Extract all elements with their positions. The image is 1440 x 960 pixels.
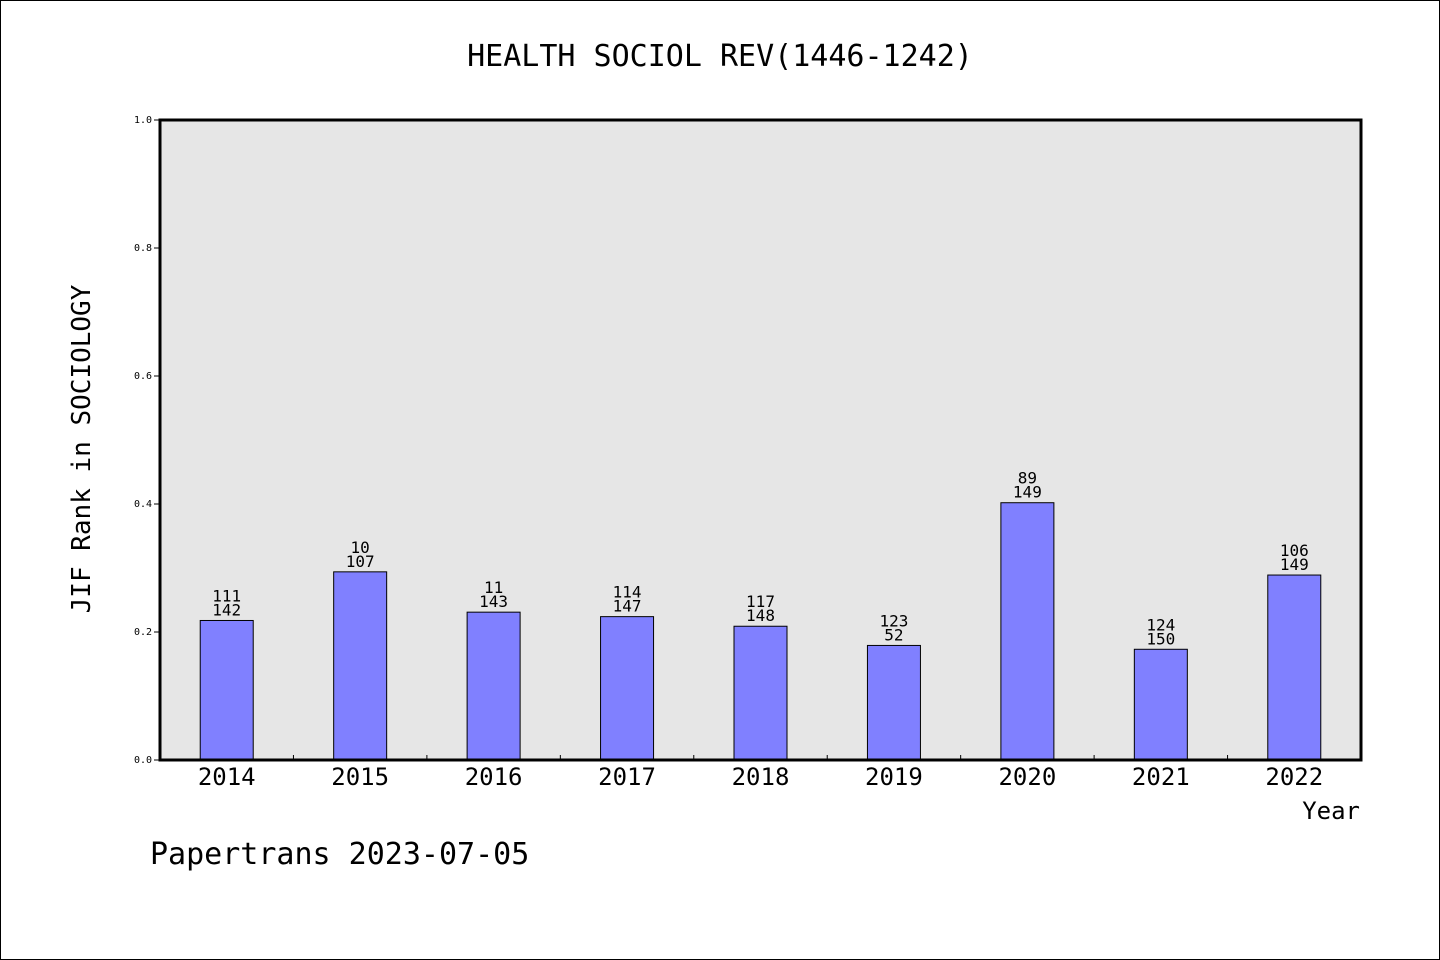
bar: [199, 619, 254, 761]
bar: [1133, 648, 1188, 761]
y-tick-label: 0.4: [134, 499, 152, 510]
x-tick-label: 2021: [1132, 763, 1190, 791]
x-tick-label: 2017: [598, 763, 656, 791]
bar-label-rank: 106: [1280, 541, 1309, 560]
plot-border: [158, 118, 1363, 762]
x-tick-label: 2018: [732, 763, 790, 791]
bar-label-total: 149: [1280, 555, 1309, 574]
bar-label-total: 150: [1146, 629, 1175, 648]
x-axis-label: Year: [1302, 797, 1360, 825]
x-tick-label: 2020: [998, 763, 1056, 791]
y-tick-label: 1.0: [134, 115, 152, 126]
bar-label-total: 107: [346, 552, 375, 571]
x-axis: 2014 2015 2016 2017 2018 2019 2020 2021 2022: [198, 755, 1323, 791]
x-tick-label: 2015: [331, 763, 389, 791]
bar: [866, 644, 921, 761]
bar-label-rank: 124: [1146, 615, 1175, 634]
y-axis: 0.0 0.2 0.4 0.6 0.8 1.0: [134, 115, 160, 766]
x-tick-label: 2019: [865, 763, 923, 791]
bar-label-rank: 117: [746, 592, 775, 611]
bar: [600, 616, 655, 761]
bar: [733, 625, 788, 761]
bar: [1267, 574, 1322, 761]
bar-label-total: 147: [613, 597, 642, 616]
bar: [333, 571, 388, 761]
bar-label-rank: 11: [484, 578, 503, 597]
bar-label-rank: 123: [879, 611, 908, 630]
bar: [466, 611, 521, 761]
chart-title: HEALTH SOCIOL REV(1446-1242): [467, 39, 973, 74]
bar-label-rank: 111: [212, 586, 241, 605]
bar-label-total: 149: [1013, 483, 1042, 502]
bars: [199, 502, 1322, 761]
x-tick-label: 2022: [1265, 763, 1323, 791]
x-tick-label: 2014: [198, 763, 256, 791]
bar-label-total: 148: [746, 606, 775, 625]
y-axis-label: JIF Rank in SOCIOLOGY: [67, 284, 97, 613]
y-tick-label: 0.0: [134, 755, 152, 766]
y-tick-label: 0.6: [134, 371, 152, 382]
bar-label-rank: 89: [1018, 469, 1037, 488]
footer-text: Papertrans 2023-07-05: [150, 837, 529, 872]
bar-label-rank: 114: [613, 583, 642, 602]
y-tick-label: 0.2: [134, 627, 152, 638]
bar-label-total: 142: [212, 600, 241, 619]
bar-label-rank: 10: [351, 538, 370, 557]
bar: [1000, 502, 1055, 761]
bar-label-total: 143: [479, 592, 508, 611]
x-tick-label: 2016: [465, 763, 523, 791]
bar-label-total: 52: [884, 625, 903, 644]
y-tick-label: 0.8: [134, 243, 152, 254]
